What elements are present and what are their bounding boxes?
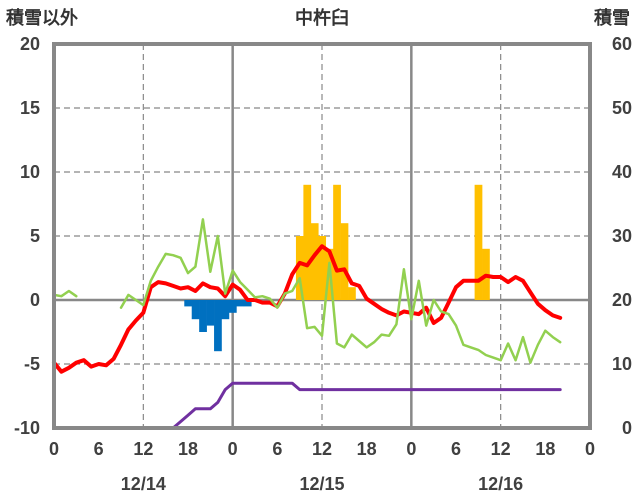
date-label: 12/16 [478, 474, 523, 494]
right-tick-label: 0 [622, 418, 632, 438]
x-tick-label: 6 [451, 439, 461, 459]
right-tick-label: 20 [612, 290, 632, 310]
precip_orange-bar [303, 184, 312, 300]
left-tick-label: 15 [20, 98, 40, 118]
x-tick-label: 6 [94, 439, 104, 459]
date-label: 12/15 [299, 474, 344, 494]
left-tick-label: -10 [14, 418, 40, 438]
right-tick-label: 40 [612, 162, 632, 182]
precip_orange-bar [333, 184, 341, 300]
precip_orange-bar [348, 287, 356, 300]
x-tick-label: 18 [178, 439, 198, 459]
left-tick-label: 5 [30, 226, 40, 246]
x-tick-label: 18 [535, 439, 555, 459]
right-tick-label: 10 [612, 354, 632, 374]
x-tick-label: 0 [585, 439, 595, 459]
plot-frame [52, 42, 592, 430]
line-series [52, 218, 563, 430]
bar-series [184, 184, 490, 352]
bars_blue-bar [214, 300, 222, 352]
bars_blue-bar [199, 300, 207, 332]
bars_blue-bar [236, 300, 245, 307]
left-tick-label: 20 [20, 34, 40, 54]
temp_red-line [52, 244, 563, 374]
x-tick-label: 12 [133, 439, 153, 459]
right-tick-label: 30 [612, 226, 632, 246]
bars_blue-bar [221, 300, 230, 320]
chart-title: 中杵臼 [295, 7, 349, 29]
date-label: 12/14 [121, 474, 166, 494]
right-tick-label: 60 [612, 34, 632, 54]
bars_blue-bar [243, 300, 252, 307]
left-tick-label: 10 [20, 162, 40, 182]
bars_blue-bar [206, 300, 215, 326]
right-tick-label: 50 [612, 98, 632, 118]
x-tick-label: 0 [406, 439, 416, 459]
snow_purple-line [52, 381, 562, 430]
left-axis-label: 積雪以外 [5, 7, 78, 29]
precip_orange-bar [310, 223, 319, 300]
precip_orange-bar [295, 236, 304, 300]
x-tick-label: 6 [272, 439, 282, 459]
x-tick-label: 12 [491, 439, 511, 459]
bars_blue-bar [228, 300, 237, 313]
x-tick-label: 0 [49, 439, 59, 459]
precip_orange-bar [318, 236, 327, 300]
right-axis-label: 積雪 [593, 7, 630, 29]
left-tick-label: -5 [24, 354, 40, 374]
x-tick-label: 12 [312, 439, 332, 459]
wind_green-line [52, 218, 562, 364]
x-tick-label: 0 [228, 439, 238, 459]
precip_orange-bar [474, 184, 483, 300]
x-tick-label: 18 [357, 439, 377, 459]
left-tick-label: 0 [30, 290, 40, 310]
bars_blue-bar [184, 300, 193, 307]
precip_orange-bar [340, 223, 349, 300]
bars_blue-bar [191, 300, 200, 320]
